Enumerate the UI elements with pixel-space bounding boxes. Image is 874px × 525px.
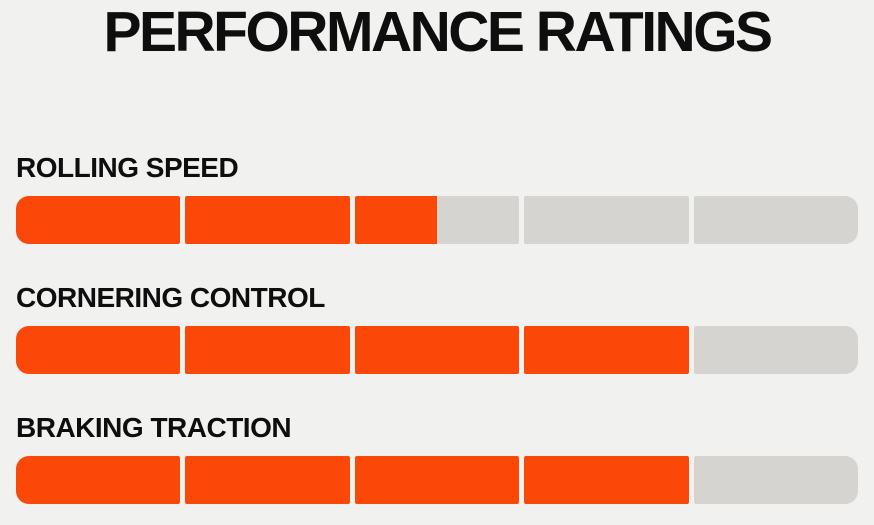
rating-bar-segment [16, 456, 181, 504]
rating-bar-fill [16, 456, 181, 504]
rating-bar-segment [185, 456, 350, 504]
rating-bar-segment [16, 196, 181, 244]
rating-bar-fill [16, 326, 181, 374]
rating-bar-segment [693, 326, 858, 374]
rating-bar-fill [185, 456, 350, 504]
rating-label: CORNERING CONTROL [16, 282, 325, 313]
rating-bar-segment [524, 456, 689, 504]
rating-bar-fill [354, 326, 520, 374]
rating-bar-segment [524, 326, 689, 374]
rating-label: ROLLING SPEED [16, 152, 239, 183]
rating-bar-segment [354, 196, 520, 244]
rating-bar-segment [524, 196, 689, 244]
page-title: PERFORMANCE RATINGS [103, 0, 773, 64]
rating-row: ROLLING SPEED [16, 154, 858, 244]
rating-bar-segment [693, 196, 858, 244]
rating-bar-fill [524, 326, 689, 374]
rating-bar-fill [354, 196, 438, 244]
rating-row: BRAKING TRACTION [16, 414, 858, 504]
rating-bar-fill [185, 196, 350, 244]
rating-bar-segment [16, 326, 181, 374]
rating-bar-fill [354, 456, 520, 504]
rating-bar-segment [185, 196, 350, 244]
rating-bar-fill [185, 326, 350, 374]
rating-bar-segment [693, 456, 858, 504]
rating-bar-segment [185, 326, 350, 374]
rating-bar [16, 196, 858, 244]
rating-bar [16, 456, 858, 504]
ratings-list: ROLLING SPEED CORNERING CONTROL BRAKING … [16, 154, 858, 504]
rating-row: CORNERING CONTROL [16, 284, 858, 374]
rating-bar [16, 326, 858, 374]
rating-label: BRAKING TRACTION [16, 412, 292, 443]
rating-bar-fill [524, 456, 689, 504]
rating-bar-fill [16, 196, 181, 244]
rating-bar-segment [354, 456, 520, 504]
rating-bar-segment [354, 326, 520, 374]
